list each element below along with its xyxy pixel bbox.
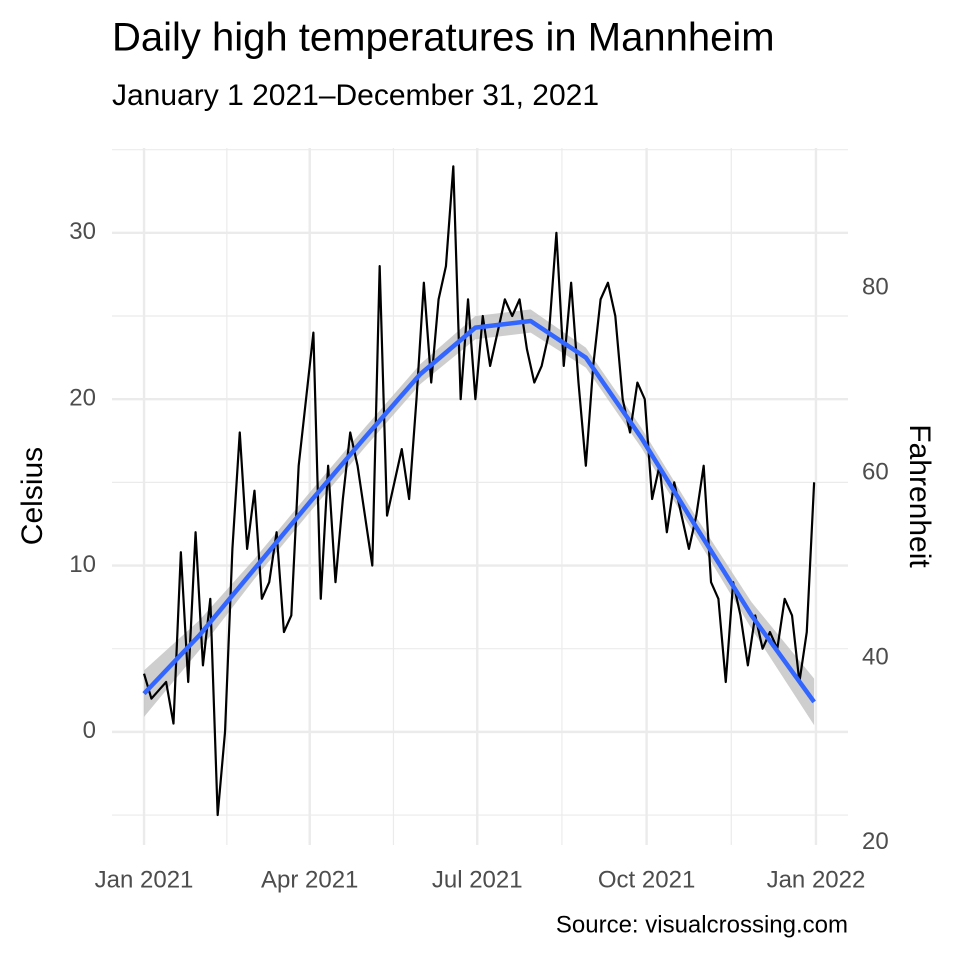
y2-axis-title: Fahrenheit bbox=[903, 424, 936, 568]
y2-tick-label: 20 bbox=[862, 828, 889, 855]
y2-tick-label: 80 bbox=[862, 274, 889, 301]
y-tick-label: 20 bbox=[69, 385, 96, 412]
y-tick-label: 30 bbox=[69, 218, 96, 245]
tick-labels: 0 10 20 30 20 40 60 80 Jan 2021 Apr 2021 Jul 2021 O… bbox=[69, 218, 888, 893]
y-tick-label: 0 bbox=[83, 717, 96, 744]
marks bbox=[142, 165, 816, 817]
caption: Source: visualcrossing.com bbox=[556, 911, 848, 938]
y2-tick-label: 40 bbox=[862, 643, 889, 670]
y-tick-label: 10 bbox=[69, 551, 96, 578]
x-tick-label: Jan 2022 bbox=[767, 866, 866, 893]
y2-tick-label: 60 bbox=[862, 458, 889, 485]
x-tick-label: Apr 2021 bbox=[261, 866, 358, 893]
smooth-line bbox=[142, 318, 816, 704]
y-axis-title: Celsius bbox=[16, 447, 49, 545]
x-tick-label: Jul 2021 bbox=[432, 866, 523, 893]
data-line bbox=[142, 165, 816, 817]
chart-title: Daily high temperatures in Mannheim bbox=[112, 16, 775, 60]
x-tick-label: Oct 2021 bbox=[598, 866, 695, 893]
x-tick-label: Jan 2021 bbox=[95, 866, 194, 893]
grid bbox=[112, 148, 848, 845]
chart-subtitle: January 1 2021–December 31, 2021 bbox=[112, 79, 599, 112]
